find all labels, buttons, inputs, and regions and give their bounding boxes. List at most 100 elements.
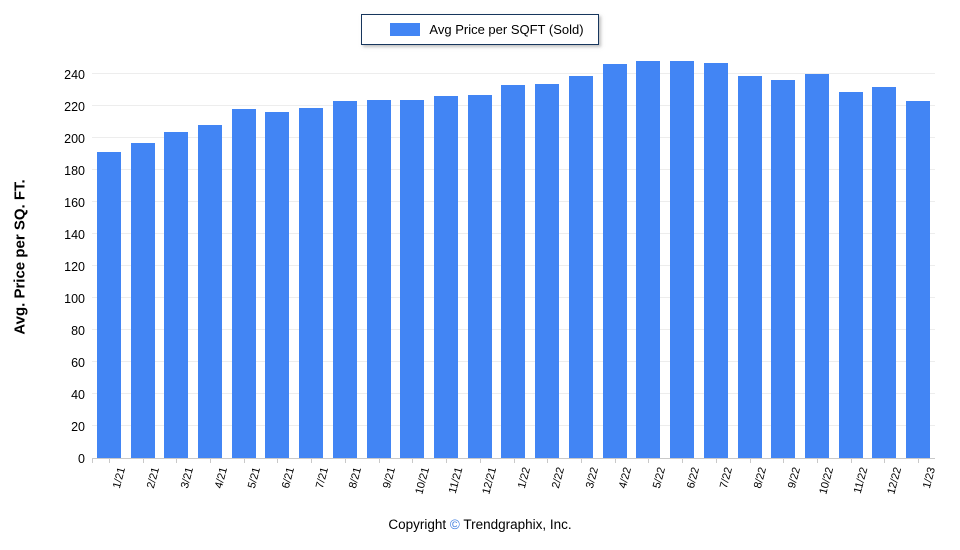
y-axis-tick-labels: 0 20 40 60 80 100 120 140 160 180 200 220 240 bbox=[40, 55, 92, 464]
x-tick-label-3/22: 3/22 bbox=[583, 466, 601, 490]
bar-1/22 bbox=[501, 85, 526, 458]
bar-slot-3/22 bbox=[564, 55, 598, 458]
bar-slot-4/21 bbox=[193, 55, 227, 458]
x-tick-label-5/21: 5/21 bbox=[246, 466, 264, 490]
x-tick-4/21 bbox=[210, 459, 212, 463]
x-tick-label-6/22: 6/22 bbox=[684, 466, 702, 490]
x-tick-6/21 bbox=[277, 459, 279, 463]
bar-2/22 bbox=[535, 83, 560, 458]
bar-9/21 bbox=[366, 99, 391, 458]
bar-slot-3/21 bbox=[159, 55, 193, 458]
x-tick-3/21 bbox=[176, 459, 178, 463]
x-tick-label-5/22: 5/22 bbox=[650, 466, 668, 490]
copyright-prefix: Copyright bbox=[388, 517, 447, 532]
bar-slot-7/22 bbox=[699, 55, 733, 458]
x-tick-9/21 bbox=[378, 459, 380, 463]
x-tick-label-8/22: 8/22 bbox=[751, 466, 770, 490]
x-tick-label-7/21: 7/21 bbox=[313, 466, 331, 490]
y-tick-label-20: 20 bbox=[71, 419, 85, 434]
x-tick-8/21 bbox=[344, 459, 346, 463]
bar-1/23 bbox=[906, 101, 931, 458]
y-tick-label-160: 160 bbox=[64, 195, 85, 210]
bar-slot-11/21 bbox=[429, 55, 463, 458]
x-tick-2/21 bbox=[142, 459, 144, 463]
bar-slot-4/22 bbox=[598, 55, 632, 458]
bar-slot-11/22 bbox=[834, 55, 868, 458]
bar-slot-9/21 bbox=[362, 55, 396, 458]
bar-8/22 bbox=[737, 75, 762, 458]
x-tick-12/22 bbox=[884, 459, 886, 463]
bar-slot-5/21 bbox=[227, 55, 261, 458]
x-tick-label-2/21: 2/21 bbox=[145, 466, 163, 490]
y-axis-title: Avg. Price per SQ. FT. bbox=[11, 179, 29, 335]
bar-slot-10/22 bbox=[800, 55, 834, 458]
y-tick-label-220: 220 bbox=[64, 99, 85, 114]
bar-2/21 bbox=[130, 142, 155, 458]
bar-slot-12/21 bbox=[463, 55, 497, 458]
y-tick-label-100: 100 bbox=[64, 291, 85, 306]
y-tick-label-0: 0 bbox=[78, 451, 85, 466]
bar-6/22 bbox=[670, 61, 695, 458]
x-tick-label-1/21: 1/21 bbox=[111, 466, 129, 490]
x-tick-7/21 bbox=[311, 459, 313, 463]
bar-9/22 bbox=[771, 80, 796, 458]
bar-slot-2/21 bbox=[126, 55, 160, 458]
x-tick-label-9/22: 9/22 bbox=[785, 466, 803, 490]
x-tick-label-12/21: 12/21 bbox=[480, 466, 500, 496]
y-tick-label-40: 40 bbox=[71, 387, 85, 402]
x-tick-label-12/22: 12/22 bbox=[885, 466, 904, 496]
x-tick-label-10/22: 10/22 bbox=[817, 466, 837, 496]
y-tick-label-60: 60 bbox=[71, 355, 85, 370]
bar-11/22 bbox=[838, 91, 863, 458]
legend-label: Avg Price per SQFT (Sold) bbox=[429, 22, 584, 37]
bar-6/21 bbox=[265, 112, 290, 458]
x-tick-7/22 bbox=[715, 459, 717, 463]
x-tick-4/22 bbox=[614, 459, 616, 463]
y-tick-label-240: 240 bbox=[64, 67, 85, 82]
y-tick-label-80: 80 bbox=[71, 323, 85, 338]
bar-3/22 bbox=[568, 75, 593, 458]
y-tick-label-200: 200 bbox=[64, 131, 85, 146]
bar-slot-8/22 bbox=[733, 55, 767, 458]
x-tick-label-11/21: 11/21 bbox=[447, 466, 466, 495]
x-tick-12/21 bbox=[479, 459, 481, 463]
x-tick-label-3/21: 3/21 bbox=[178, 466, 196, 490]
legend-row: Avg Price per SQFT (Sold) bbox=[0, 0, 960, 45]
x-tick-label-10/21: 10/21 bbox=[413, 466, 432, 496]
bar-slot-1/22 bbox=[497, 55, 531, 458]
bar-slot-1/21 bbox=[92, 55, 126, 458]
x-tick-label-4/22: 4/22 bbox=[617, 466, 635, 490]
bar-1/21 bbox=[96, 152, 121, 458]
x-tick-5/22 bbox=[648, 459, 650, 463]
x-tick-10/22 bbox=[816, 459, 818, 463]
x-tick-6/22 bbox=[682, 459, 684, 463]
x-tick-11/22 bbox=[850, 459, 852, 463]
y-tick-label-140: 140 bbox=[64, 227, 85, 242]
y-tick-label-180: 180 bbox=[64, 163, 85, 178]
bar-slot-10/21 bbox=[395, 55, 429, 458]
bar-slot-9/22 bbox=[766, 55, 800, 458]
bar-slot-12/22 bbox=[868, 55, 902, 458]
bar-8/21 bbox=[332, 101, 357, 458]
x-tick-8/22 bbox=[749, 459, 751, 463]
y-tick-label-120: 120 bbox=[64, 259, 85, 274]
x-tick-label-6/21: 6/21 bbox=[279, 466, 298, 490]
x-tick-2/22 bbox=[547, 459, 549, 463]
bar-12/22 bbox=[872, 86, 897, 458]
bar-slot-6/21 bbox=[261, 55, 295, 458]
x-tick-9/22 bbox=[783, 459, 785, 463]
x-tick-1/23 bbox=[918, 459, 920, 463]
bar-slot-7/21 bbox=[294, 55, 328, 458]
legend: Avg Price per SQFT (Sold) bbox=[361, 14, 599, 45]
y-axis-title-area: Avg. Price per SQ. FT. bbox=[0, 55, 40, 459]
bar-5/21 bbox=[231, 109, 256, 458]
copyright-text: Copyright © Trendgraphix, Inc. bbox=[0, 517, 960, 532]
x-tick-label-2/22: 2/22 bbox=[549, 466, 567, 490]
x-tick-label-8/21: 8/21 bbox=[347, 466, 365, 490]
bar-slot-1/23 bbox=[901, 55, 935, 458]
x-tick-1/22 bbox=[513, 459, 515, 463]
x-tick-label-9/21: 9/21 bbox=[381, 466, 399, 490]
bar-4/21 bbox=[198, 125, 223, 458]
bar-10/21 bbox=[400, 99, 425, 458]
